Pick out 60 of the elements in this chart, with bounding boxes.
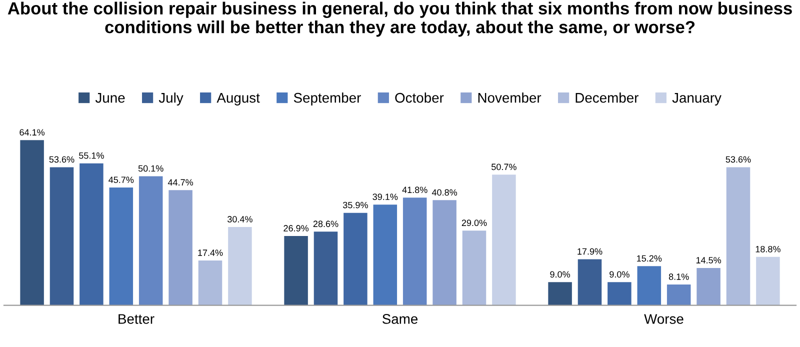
data-label: 45.7% — [108, 176, 134, 183]
data-label: 50.1% — [138, 165, 164, 172]
bar — [756, 256, 780, 306]
bar — [666, 284, 691, 306]
data-label: 40.8% — [432, 189, 458, 196]
x-tick-label: Worse — [644, 314, 684, 324]
data-label: 9.0% — [550, 271, 570, 278]
bar — [696, 268, 720, 306]
bar — [80, 163, 104, 306]
bar — [344, 212, 368, 306]
chart-title: About the collision repair business in general, do you think that six months from now business conditions will be better than they are today, about the same, or worse? — [8, 2, 792, 37]
bar — [608, 282, 632, 306]
bar — [168, 190, 192, 306]
legend-label: November — [478, 92, 542, 103]
data-label: 18.8% — [756, 246, 780, 252]
data-label: 28.6% — [313, 220, 338, 228]
bar — [637, 266, 662, 306]
legend-label: August — [216, 93, 260, 106]
data-label: 14.5% — [696, 257, 722, 264]
bar — [20, 140, 44, 306]
data-label: 41.8% — [402, 186, 428, 194]
data-label: 53.6% — [726, 156, 751, 163]
data-label: 15.2% — [637, 255, 662, 262]
legend-label: July — [158, 92, 184, 106]
data-label: 29.0% — [462, 220, 487, 226]
legend-label: January — [672, 93, 722, 106]
bar — [402, 198, 427, 306]
bar — [50, 167, 74, 306]
legend-label: September — [294, 92, 361, 106]
legend-label: October — [395, 92, 444, 103]
data-label: 8.1% — [668, 274, 689, 280]
x-tick-label: Better — [118, 314, 154, 324]
data-label: 50.7% — [492, 164, 516, 170]
data-label: 39.1% — [372, 194, 398, 200]
data-label: 26.9% — [284, 225, 309, 232]
data-label: 9.0% — [610, 271, 630, 278]
data-label: 44.7% — [168, 179, 194, 186]
bar — [492, 174, 516, 306]
data-label: 17.9% — [578, 248, 602, 255]
data-label: 55.1% — [79, 152, 104, 159]
x-tick-label: Same — [382, 314, 418, 324]
bar — [314, 232, 338, 306]
data-label: 30.4% — [227, 216, 252, 222]
bar — [578, 259, 602, 306]
bar — [462, 230, 486, 306]
bar — [726, 167, 750, 306]
legend-label: June — [95, 93, 125, 103]
data-label: 64.1% — [20, 129, 45, 136]
data-label: 53.6% — [49, 156, 74, 163]
data-label: 17.4% — [198, 250, 223, 256]
data-label: 35.9% — [342, 202, 368, 208]
bar — [109, 188, 134, 306]
bar — [228, 226, 252, 306]
bar — [198, 260, 222, 306]
bar — [373, 204, 398, 306]
bar — [284, 236, 308, 306]
bar — [548, 282, 572, 306]
legend-label: December — [576, 92, 638, 103]
bar — [432, 200, 456, 306]
bar — [138, 176, 163, 306]
